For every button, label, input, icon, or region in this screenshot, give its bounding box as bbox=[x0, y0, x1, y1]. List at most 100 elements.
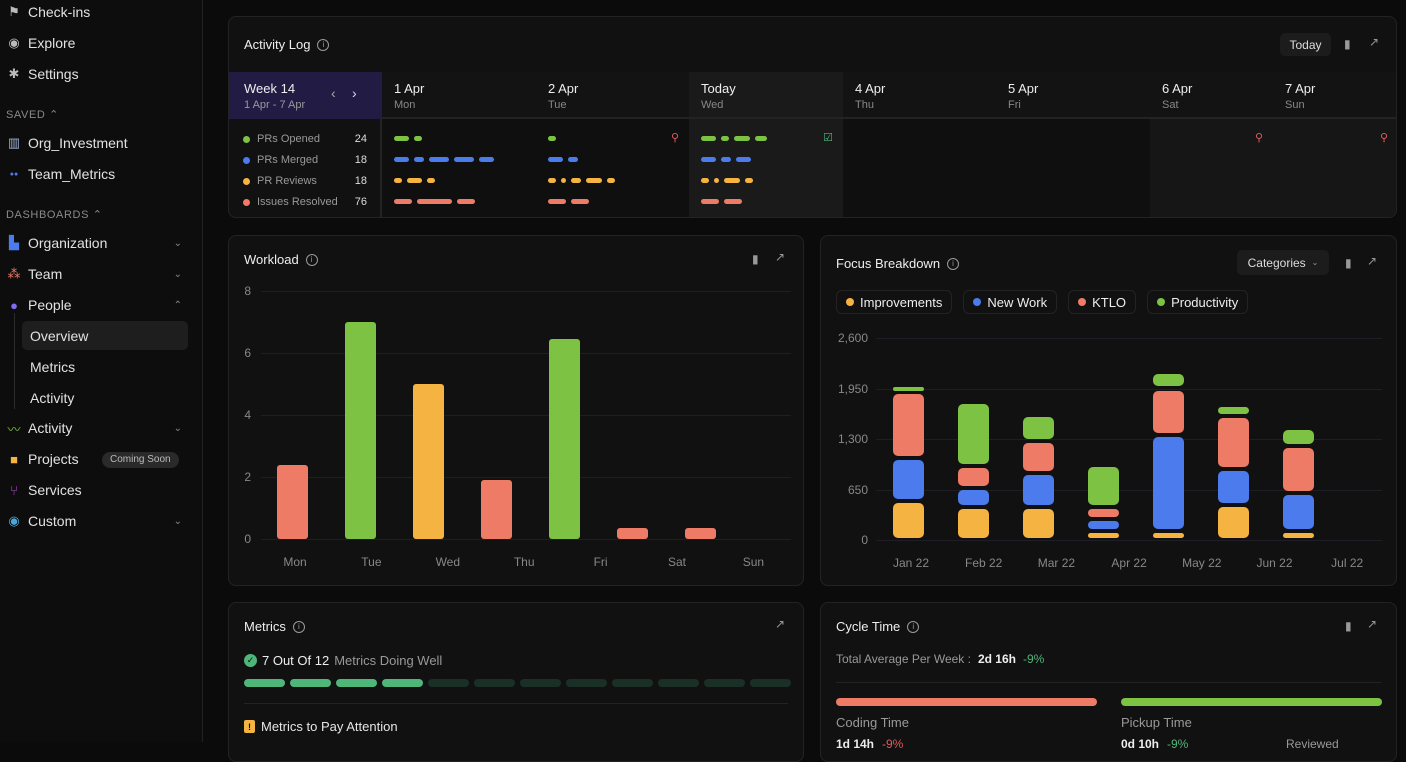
next-week-button[interactable]: › bbox=[352, 85, 357, 101]
expand-arrow-icon[interactable]: ↗ bbox=[1367, 254, 1378, 268]
bar[interactable] bbox=[685, 528, 716, 539]
bar-productivity[interactable] bbox=[1218, 406, 1249, 415]
event-dash[interactable] bbox=[745, 178, 753, 183]
day-cell[interactable]: ⚲ bbox=[536, 119, 689, 217]
event-dash[interactable] bbox=[755, 136, 767, 141]
event-dash[interactable] bbox=[724, 199, 742, 204]
day-cell[interactable] bbox=[382, 119, 536, 217]
event-dash[interactable] bbox=[457, 199, 475, 204]
sidebar-subitem-overview[interactable]: Overview bbox=[22, 321, 188, 350]
bar-productivity[interactable] bbox=[1283, 430, 1314, 444]
event-dash[interactable] bbox=[724, 178, 740, 183]
sidebar-item-org-investment[interactable]: ▥ Org_Investment bbox=[6, 131, 190, 155]
event-dash[interactable] bbox=[607, 178, 615, 183]
event-dash[interactable] bbox=[571, 199, 589, 204]
bar-new-work[interactable] bbox=[1023, 475, 1054, 506]
bar[interactable] bbox=[413, 384, 444, 539]
expand-arrow-icon[interactable]: ↗ bbox=[1369, 35, 1380, 49]
sidebar-item-organization[interactable]: ▙ Organization ⌄ bbox=[6, 231, 190, 255]
event-dash[interactable] bbox=[734, 136, 750, 141]
sidebar-item-check-ins[interactable]: ⚑ Check-ins bbox=[6, 0, 190, 24]
bar-improvements[interactable] bbox=[1218, 507, 1249, 538]
saved-section-header[interactable]: SAVED ⌃ bbox=[6, 108, 59, 121]
legend-new-work[interactable]: New Work bbox=[963, 290, 1058, 314]
expand-arrow-icon[interactable]: ↗ bbox=[1367, 617, 1378, 631]
chevron-up-icon[interactable]: ⌃ bbox=[173, 299, 182, 311]
dashboards-section-header[interactable]: DASHBOARDS ⌃ bbox=[6, 208, 103, 221]
event-dash[interactable] bbox=[429, 157, 449, 162]
sidebar-item-projects[interactable]: ■ Projects bbox=[6, 447, 190, 471]
event-dash[interactable] bbox=[714, 178, 719, 183]
event-dash[interactable] bbox=[407, 178, 422, 183]
user-minus-icon[interactable]: ⚲ bbox=[1254, 132, 1263, 144]
bar-chart-icon[interactable]: ▮ bbox=[1345, 256, 1352, 270]
bar-productivity[interactable] bbox=[1088, 466, 1119, 505]
bar-improvements[interactable] bbox=[893, 503, 924, 538]
sidebar-item-custom[interactable]: ◉ Custom ⌄ bbox=[6, 509, 190, 533]
event-dash[interactable] bbox=[548, 178, 556, 183]
bar-improvements[interactable] bbox=[958, 509, 989, 538]
bar[interactable] bbox=[549, 339, 580, 539]
legend-improvements[interactable]: Improvements bbox=[836, 290, 953, 314]
bar-ktlo[interactable] bbox=[958, 468, 989, 486]
chevron-down-icon[interactable]: ⌄ bbox=[173, 422, 182, 434]
event-dash[interactable] bbox=[417, 199, 452, 204]
chevron-down-icon[interactable]: ⌄ bbox=[173, 237, 182, 249]
bar[interactable] bbox=[617, 528, 648, 539]
prev-week-button[interactable]: ‹ bbox=[331, 85, 336, 101]
sidebar-subitem-metrics[interactable]: Metrics bbox=[30, 358, 76, 375]
event-dash[interactable] bbox=[414, 157, 424, 162]
info-icon[interactable]: i bbox=[317, 38, 330, 51]
info-icon[interactable]: i bbox=[305, 253, 318, 266]
day-cell[interactable]: ⚲ bbox=[1150, 119, 1273, 217]
event-dash[interactable] bbox=[561, 178, 566, 183]
event-dash[interactable] bbox=[454, 157, 474, 162]
chevron-up-icon[interactable]: ⌃ bbox=[92, 209, 103, 221]
bar-ktlo[interactable] bbox=[1283, 447, 1314, 491]
day-header[interactable]: 5 Apr Fri bbox=[996, 72, 1150, 119]
info-icon[interactable]: i bbox=[947, 257, 960, 270]
day-header[interactable]: 2 Apr Tue bbox=[536, 72, 689, 119]
chevron-down-icon[interactable]: ⌄ bbox=[173, 268, 182, 280]
expand-arrow-icon[interactable]: ↗ bbox=[775, 617, 786, 631]
bar-new-work[interactable] bbox=[958, 489, 989, 506]
event-dash[interactable] bbox=[586, 178, 602, 183]
bar[interactable] bbox=[481, 480, 512, 539]
event-dash[interactable] bbox=[701, 136, 716, 141]
day-header[interactable]: 6 Apr Sat bbox=[1150, 72, 1273, 119]
bar[interactable] bbox=[277, 464, 308, 539]
event-dash[interactable] bbox=[394, 178, 402, 183]
bar-improvements[interactable] bbox=[1088, 532, 1119, 538]
event-dash[interactable] bbox=[568, 157, 578, 162]
event-dash[interactable] bbox=[721, 136, 729, 141]
event-dash[interactable] bbox=[394, 136, 409, 141]
day-cell[interactable] bbox=[843, 119, 996, 217]
sidebar-item-activity[interactable]: 〰 Activity ⌄ bbox=[6, 416, 190, 440]
bar-improvements[interactable] bbox=[1283, 532, 1314, 538]
event-dash[interactable] bbox=[571, 178, 581, 183]
legend-productivity[interactable]: Productivity bbox=[1147, 290, 1249, 314]
user-minus-icon[interactable]: ⚲ bbox=[1379, 132, 1388, 144]
expand-arrow-icon[interactable]: ↗ bbox=[775, 250, 786, 264]
day-header[interactable]: 4 Apr Thu bbox=[843, 72, 996, 119]
info-icon[interactable]: i bbox=[907, 620, 920, 633]
event-dash[interactable] bbox=[479, 157, 494, 162]
chevron-down-icon[interactable]: ⌄ bbox=[173, 515, 182, 527]
sidebar-item-people[interactable]: ● People ⌃ bbox=[6, 293, 190, 317]
event-dash[interactable] bbox=[394, 157, 409, 162]
user-minus-icon[interactable]: ⚲ bbox=[670, 132, 679, 144]
bar-productivity[interactable] bbox=[1153, 373, 1184, 387]
bar-productivity[interactable] bbox=[893, 386, 924, 391]
bar-improvements[interactable] bbox=[1023, 509, 1054, 538]
event-dash[interactable] bbox=[548, 199, 566, 204]
bar-productivity[interactable] bbox=[958, 403, 989, 465]
event-dash[interactable] bbox=[427, 178, 435, 183]
bar[interactable] bbox=[345, 322, 376, 539]
sidebar-item-settings[interactable]: ✱ Settings bbox=[6, 62, 190, 86]
bar-new-work[interactable] bbox=[1153, 437, 1184, 529]
categories-dropdown[interactable]: Categories ⌄ bbox=[1237, 250, 1329, 275]
bar-ktlo[interactable] bbox=[1218, 418, 1249, 468]
bar-improvements[interactable] bbox=[1153, 532, 1184, 538]
clipboard-check-icon[interactable]: ☑ bbox=[823, 132, 833, 144]
day-header[interactable]: Today Wed bbox=[689, 72, 843, 119]
